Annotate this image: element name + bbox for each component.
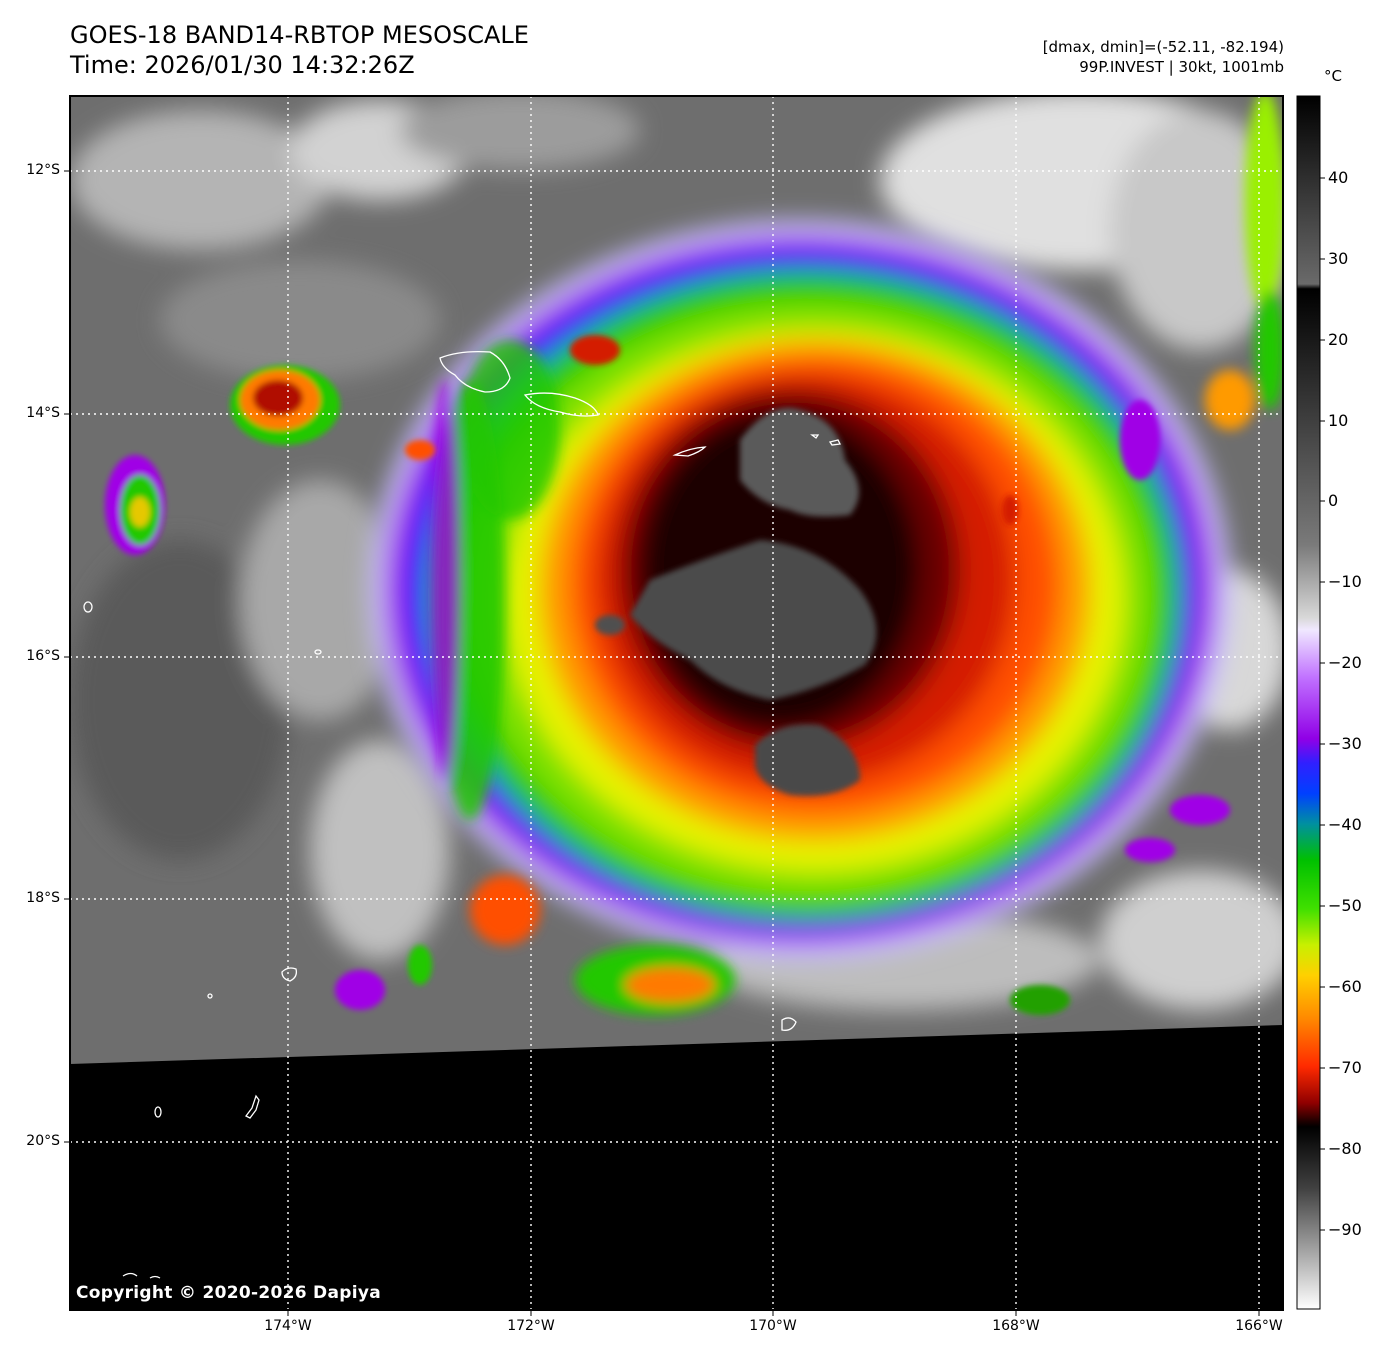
- colorbar-label-30: 30: [1328, 249, 1349, 268]
- colorbar-label-neg30: −30: [1328, 734, 1362, 753]
- cold-cloud-tops: [595, 408, 877, 796]
- colorbar-label-neg80: −80: [1328, 1139, 1362, 1158]
- colorbar-label-40: 40: [1328, 168, 1349, 187]
- colorbar: [1296, 95, 1321, 1310]
- lon-label-174w: 174°W: [264, 1318, 312, 1334]
- map-frame: [69, 95, 1284, 1311]
- colorbar-label-neg10: −10: [1328, 572, 1362, 591]
- image-time: Time: 2026/01/30 14:32:26Z: [70, 51, 415, 79]
- storm-info-text: 99P.INVEST | 30kt, 1001mb: [1079, 58, 1284, 76]
- copyright-text: Copyright © 2020-2026 Dapiya: [76, 1283, 381, 1303]
- dmax-dmin-text: [dmax, dmin]=(-52.11, -82.194): [1042, 38, 1284, 56]
- imagery-layer: [70, 96, 1283, 1310]
- info-block: [dmax, dmin]=(-52.11, -82.194) 99P.INVES…: [1043, 37, 1284, 77]
- colorbar-label-neg20: −20: [1328, 653, 1362, 672]
- colorbar-unit: °C: [1324, 67, 1342, 85]
- colorbar-label-neg90: −90: [1328, 1220, 1362, 1239]
- colorbar-label-10: 10: [1328, 411, 1349, 430]
- image-title: GOES-18 BAND14-RBTOP MESOSCALE: [70, 21, 529, 49]
- lat-label-16s: 16°S: [26, 648, 60, 664]
- no-data-region: [70, 1025, 1283, 1310]
- colorbar-label-neg40: −40: [1328, 815, 1362, 834]
- colorbar-ticks: [1320, 177, 1325, 1231]
- lat-label-14s: 14°S: [26, 405, 60, 421]
- lon-label-170w: 170°W: [749, 1318, 797, 1334]
- title-block: GOES-18 BAND14-RBTOP MESOSCALE Time: 202…: [70, 20, 529, 80]
- axis-ticks: [64, 170, 1260, 1316]
- graticule: [70, 96, 1283, 1310]
- colorbar-label-neg70: −70: [1328, 1058, 1362, 1077]
- colorbar-label-0: 0: [1328, 491, 1339, 510]
- gray-cloud-patches: [70, 96, 1283, 1010]
- lat-label-18s: 18°S: [26, 890, 60, 906]
- convective-cells: [105, 335, 1230, 1015]
- colorbar-label-20: 20: [1328, 330, 1349, 349]
- band-streaks: [430, 96, 1283, 1015]
- coastlines: [83, 350, 841, 1279]
- colorbar-label-neg50: −50: [1328, 896, 1362, 915]
- lon-label-166w: 166°W: [1235, 1318, 1283, 1334]
- lat-label-20s: 20°S: [26, 1133, 60, 1149]
- lon-label-168w: 168°W: [992, 1318, 1040, 1334]
- colorbar-label-neg60: −60: [1328, 977, 1362, 996]
- lon-label-172w: 172°W: [507, 1318, 555, 1334]
- lat-label-12s: 12°S: [26, 162, 60, 178]
